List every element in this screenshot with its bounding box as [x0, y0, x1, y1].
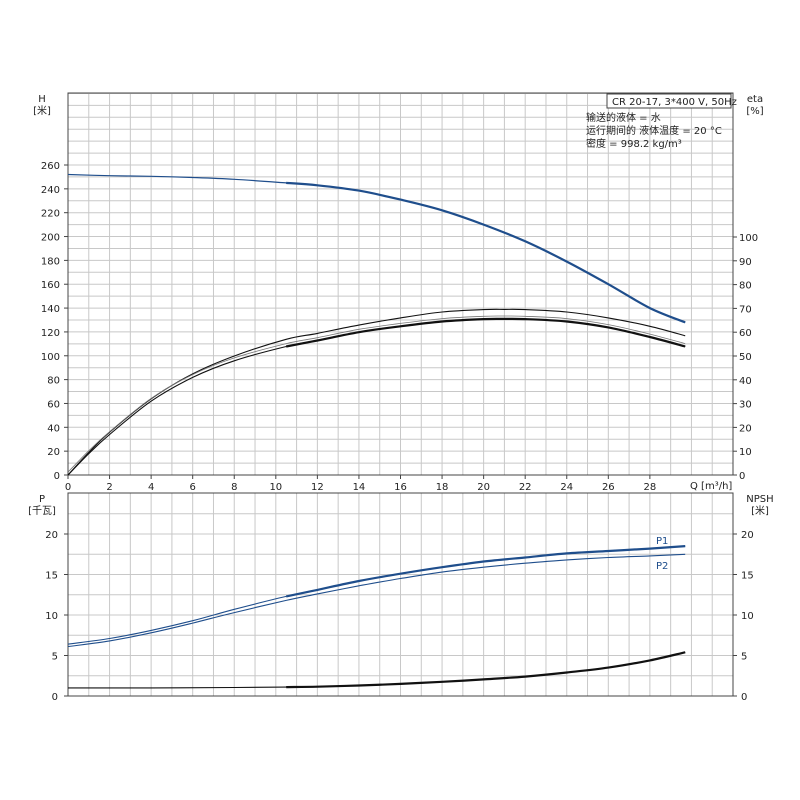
top-left-axis-title: H — [38, 94, 46, 105]
x-tick-label: 12 — [311, 482, 324, 493]
head-tick-label: 220 — [41, 209, 60, 220]
bottom-right-axis-unit: [米] — [751, 504, 769, 517]
power-tick-label: 20 — [45, 530, 58, 541]
bottom-right-axis-title: NPSH — [746, 494, 773, 505]
x-tick-label: 10 — [269, 482, 282, 493]
x-tick-label: 16 — [394, 482, 407, 493]
head-tick-label: 0 — [54, 471, 60, 482]
eta-tick-label: 80 — [739, 281, 752, 292]
density-info: 密度 = 998.2 kg/m³ — [586, 137, 682, 150]
x-tick-label: 28 — [644, 482, 657, 493]
temperature-info: 运行期间的 液体温度 = 20 °C — [586, 124, 722, 137]
eta-tick-label: 40 — [739, 376, 752, 387]
npsh-tick-label: 20 — [741, 530, 754, 541]
pump-label: CR 20-17, 3*400 V, 50Hz — [612, 97, 737, 108]
npsh-tick-label: 0 — [741, 692, 747, 703]
x-tick-label: 20 — [477, 482, 490, 493]
x-tick-label: 4 — [148, 482, 154, 493]
power-tick-label: 0 — [52, 692, 58, 703]
head-tick-label: 240 — [41, 185, 60, 196]
top-right-axis-unit: [%] — [746, 106, 763, 117]
series-label-p2: P2 — [656, 561, 668, 572]
power-tick-label: 15 — [45, 571, 58, 582]
axis-ticks: 0 2 4 6 8 10 12 14 16 18 20 22 24 26 28020406080100120… — [41, 161, 758, 703]
eta-tick-label: 60 — [739, 328, 752, 339]
top-right-axis-title: eta — [747, 94, 763, 105]
head-tick-label: 140 — [41, 304, 60, 315]
pump-label-box — [606, 93, 732, 109]
eta-tick-label: 90 — [739, 257, 752, 268]
eta-tick-label: 20 — [739, 423, 752, 434]
npsh-tick-label: 10 — [741, 611, 754, 622]
liquid-info: 输送的液体 = 水 — [586, 111, 661, 124]
x-axis-title: Q [m³/h] — [690, 481, 732, 492]
p1-curve-operating-range — [285, 545, 686, 598]
x-tick-label: 24 — [560, 482, 573, 493]
series-label-p1: P1 — [656, 536, 668, 547]
head-tick-label: 120 — [41, 328, 60, 339]
eta-tick-label: 0 — [739, 471, 745, 482]
head-tick-label: 160 — [41, 280, 60, 291]
bottom-plot-frame — [67, 492, 734, 697]
eta-tick-label: 50 — [739, 352, 752, 363]
eta-curve-outline — [67, 315, 686, 473]
x-tick-label: 26 — [602, 482, 615, 493]
head-tick-label: 180 — [41, 256, 60, 267]
x-tick-label: 2 — [106, 482, 112, 493]
p2-curve-line — [67, 553, 686, 648]
bottom-grid — [68, 493, 733, 696]
x-tick-label: 8 — [231, 482, 237, 493]
bottom-left-axis-title: P — [39, 494, 45, 505]
eta-tick-label: 70 — [739, 304, 752, 315]
curves — [67, 173, 686, 689]
x-tick-label: 6 — [190, 482, 196, 493]
x-tick-label: 22 — [519, 482, 532, 493]
eta-tick-label: 30 — [739, 400, 752, 411]
head-tick-label: 100 — [41, 352, 60, 363]
npsh-tick-label: 15 — [741, 571, 754, 582]
head-tick-label: 260 — [41, 161, 60, 172]
eta-curve-operating-range — [285, 317, 686, 348]
top-grid — [68, 92, 733, 475]
eta-tick-label: 10 — [739, 447, 752, 458]
eta-tick-label: 100 — [739, 233, 758, 244]
bottom-left-axis-unit: [千瓦] — [28, 505, 56, 517]
npsh-tick-label: 5 — [741, 652, 747, 663]
head-tick-label: 60 — [47, 399, 60, 410]
head-tick-label: 80 — [47, 376, 60, 387]
x-tick-label: 14 — [353, 482, 366, 493]
head-tick-label: 20 — [47, 447, 60, 458]
head-tick-label: 40 — [47, 423, 60, 434]
x-tick-label: 0 — [65, 482, 71, 493]
npsh-curve-operating-range — [286, 651, 686, 689]
head-curve-operating-range — [286, 181, 686, 324]
power-tick-label: 5 — [52, 652, 58, 663]
top-left-axis-unit: [米] — [33, 104, 51, 117]
power-tick-label: 10 — [45, 611, 58, 622]
x-tick-label: 18 — [436, 482, 449, 493]
head-tick-label: 200 — [41, 233, 60, 244]
